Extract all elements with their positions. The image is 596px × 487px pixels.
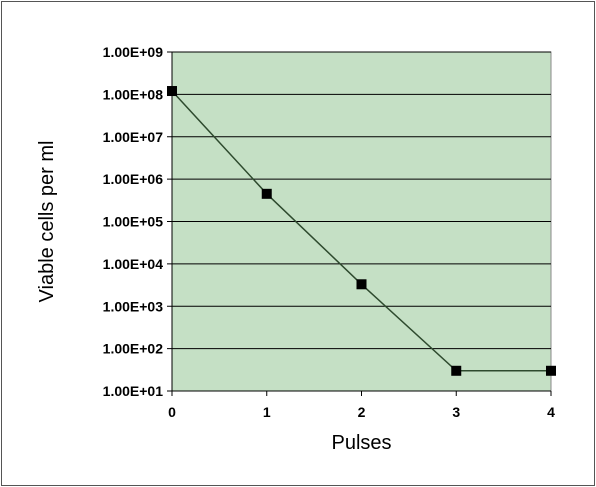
- x-tick-label: 0: [168, 404, 176, 420]
- data-point-marker: [546, 365, 556, 376]
- y-tick-label: 1.00E+08: [103, 86, 164, 102]
- y-tick-label: 1.00E+04: [103, 256, 164, 272]
- data-point-marker: [261, 188, 272, 199]
- x-tick-labels: 0 1 2 3 4: [168, 404, 555, 420]
- data-point-marker: [356, 279, 367, 290]
- data-point-marker: [451, 365, 462, 376]
- x-tick-label: 3: [452, 404, 460, 420]
- x-tick-label: 4: [547, 404, 555, 420]
- y-tick-label: 1.00E+05: [103, 214, 164, 230]
- y-tick-label: 1.00E+02: [103, 341, 164, 357]
- y-tick-labels: 1.00E+01 1.00E+02 1.00E+03 1.00E+04 1.00E+05…: [103, 44, 164, 399]
- series-group: [167, 86, 556, 376]
- x-tick-label: 1: [263, 404, 271, 420]
- y-axis-title: Viable cells per ml: [36, 141, 58, 303]
- y-tick-label: 1.00E+01: [103, 383, 164, 399]
- y-tick-label: 1.00E+06: [103, 171, 164, 187]
- y-tick-label: 1.00E+03: [103, 298, 164, 314]
- y-tick-label: 1.00E+09: [103, 44, 164, 60]
- x-tick-label: 2: [358, 404, 366, 420]
- gridlines: [167, 51, 552, 396]
- y-tick-label: 1.00E+07: [103, 129, 164, 145]
- data-point-marker: [167, 86, 177, 97]
- x-axis-title: Pulses: [331, 432, 391, 454]
